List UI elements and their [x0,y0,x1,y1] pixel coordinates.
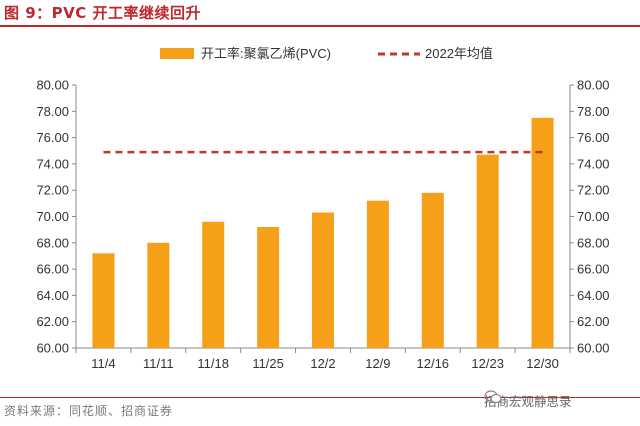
y-tick-label-right: 74.00 [577,156,610,171]
footer-divider [0,397,640,398]
y-tick-label-right: 78.00 [577,104,610,119]
legend-label-line: 2022年均值 [425,46,493,61]
legend: 开工率:聚氯乙烯(PVC) 2022年均值 [160,46,493,61]
y-tick-label-left: 80.00 [36,78,69,93]
y-tick-label-left: 62.00 [36,314,69,329]
y-tick-label-left: 66.00 [36,262,69,277]
bar-12-9 [366,200,389,348]
title-divider [0,25,640,27]
bar-12-30 [531,117,554,348]
legend-swatch-bar [160,48,194,59]
y-tick-label-left: 74.00 [36,156,69,171]
y-tick-label-left: 64.00 [36,288,69,303]
bar-12-23 [476,154,499,348]
bars [92,117,554,348]
x-tick-label: 12/16 [417,356,450,371]
y-tick-label-right: 66.00 [577,262,610,277]
y-tick-label-left: 72.00 [36,183,69,198]
y-tick-label-right: 76.00 [577,130,610,145]
x-tick-label: 12/9 [365,356,390,371]
bar-11-18 [202,221,225,348]
x-tick-label: 11/4 [91,356,115,371]
x-tick-label: 11/25 [252,356,284,371]
y-tick-label-right: 62.00 [577,314,610,329]
x-tick-label: 12/30 [526,356,559,371]
y-tick-label-right: 80.00 [577,78,610,93]
x-tick-label: 12/23 [471,356,504,371]
y-tick-label-left: 76.00 [36,130,69,145]
y-tick-label-right: 70.00 [577,209,610,224]
watermark: 招商宏观静思录 [484,390,572,410]
x-tick-label: 12/2 [310,356,335,371]
bar-12-16 [421,192,444,348]
bar-12-2 [312,212,334,348]
x-tick-label: 11/18 [197,356,229,371]
bar-11-25 [257,227,280,348]
legend-label-bar: 开工率:聚氯乙烯(PVC) [201,46,331,61]
y-tick-label-left: 60.00 [36,341,69,356]
x-tick-label: 11/11 [143,356,174,371]
y-tick-label-right: 60.00 [577,341,610,356]
watermark-text: 招商宏观静思录 [484,393,572,409]
wechat-icon [484,390,502,404]
y-tick-label-left: 70.00 [36,209,69,224]
chart-title: 图 9：PVC 开工率继续回升 [4,4,201,22]
bar-chart: 开工率:聚氯乙烯(PVC) 2022年均值 60.00 62.00 64.00 66.… [36,46,610,371]
bar-11-11 [147,242,170,348]
y-tick-label-left: 68.00 [36,235,69,250]
y-tick-label-right: 64.00 [577,288,610,303]
y-tick-label-right: 68.00 [577,235,610,250]
source-note: 资料来源：同花顺、招商证券 [4,404,174,418]
y-tick-label-right: 72.00 [577,183,610,198]
bar-11-4 [92,253,115,348]
y-tick-label-left: 78.00 [36,104,69,119]
